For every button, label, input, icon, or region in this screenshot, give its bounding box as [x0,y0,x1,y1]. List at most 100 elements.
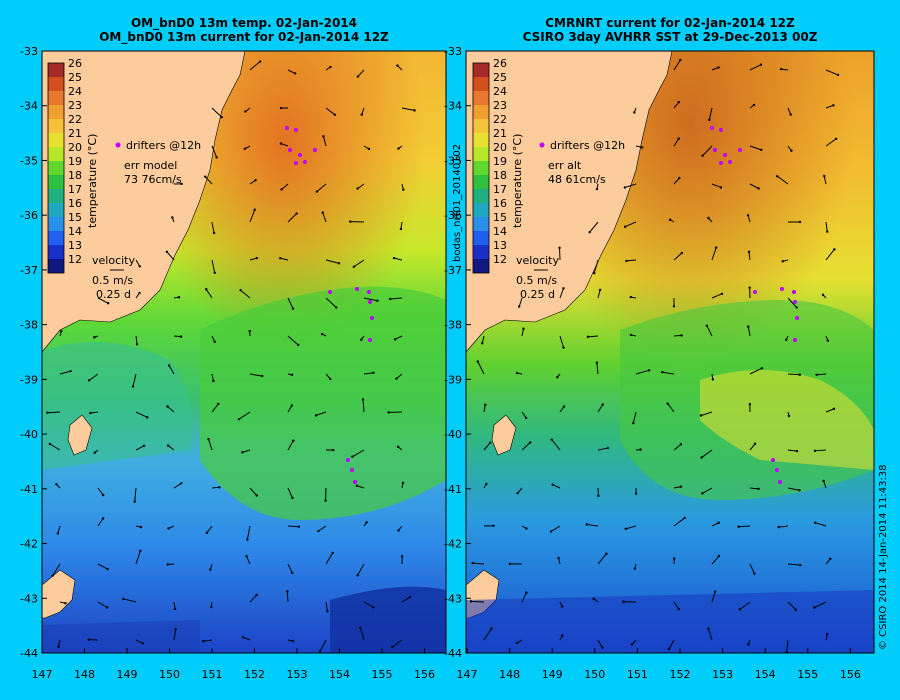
left-velocity-arrow [363,297,378,302]
right-drifter [728,160,732,164]
right-velocity-arrowhead [595,187,599,191]
right-colorbar-swatch [473,175,489,189]
right-velocity-arrowhead [517,305,521,308]
right-velocity-arrowhead [834,137,838,141]
left-velocity-arrowhead [217,402,220,406]
left-velocity-arrowhead [167,364,171,367]
left-velocity-arrowhead [212,379,215,383]
right-velocity-arrowhead [790,149,793,152]
right-velocity-arrowhead [679,58,682,62]
left-velocity-arrow [123,598,137,603]
right-velocity-arrowhead [738,608,742,611]
left-drifters [285,126,374,484]
left-velocity-arrowhead [290,404,294,407]
right-drifter [719,128,723,132]
left-velocity-arrow [167,406,175,413]
right-y-tick: -34 [444,100,462,113]
left-velocity-arrow [357,183,365,190]
left-velocity-arrow [249,209,256,223]
right-velocity-arrowhead [525,527,528,530]
left-velocity-arrowhead [372,371,375,374]
left-velocity-arrowhead [89,411,92,415]
right-colorbar-swatch [473,259,489,273]
left-velocity-arrowhead [248,329,251,333]
right-velocity-arrow [521,328,524,337]
left-velocity-arrowhead [207,438,210,441]
right-velocity-arrowhead [813,606,816,609]
left-velocity-arrowhead [290,571,294,575]
left-colorbar-swatch [48,203,64,217]
right-velocity-arrowhead [633,567,637,570]
left-velocity-arrowhead [291,496,294,500]
right-colorbar-swatch [473,105,489,119]
right-velocity-arrow [706,325,713,337]
right-velocity-arrow [589,221,599,233]
left-x-tick: 156 [414,668,435,681]
left-velocity-arrowhead [55,483,58,486]
right-velocity-arrow [707,628,713,641]
right-y-axis: -33 -34 -35 -36 -37 -38 -39 -40 -41 -42 -43 -44 [444,45,471,660]
left-velocity-arrow [135,259,141,267]
right-x-tick: 155 [797,668,818,681]
right-velocity-arrow [483,404,486,413]
right-velocity-arrow [787,601,797,611]
left-velocity-scale: 0.5 m/s [92,274,133,287]
left-velocity-arrowhead [133,500,136,503]
right-velocity-arrowhead [598,288,602,292]
right-colorbar-swatch [473,217,489,231]
left-velocity-arrow [203,639,213,642]
left-velocity-arrow [401,107,415,111]
right-velocity-arrow [477,361,485,375]
right-velocity-arrowhead [836,73,840,77]
right-velocity-arrowhead [717,521,720,524]
left-velocity-arrow [211,259,216,273]
left-x-tick: 147 [32,668,53,681]
right-velocity-arrowhead [632,421,635,425]
right-colorbar-swatch [473,133,489,147]
right-velocity-arrowhead [679,443,683,446]
left-y-tick: -34 [20,100,38,113]
left-velocity-arrow [280,143,289,147]
left-velocity-arrow [287,563,293,574]
right-velocity-arrow [635,369,650,375]
left-drifter [350,468,354,472]
left-velocity-arrowhead [279,106,283,110]
right-err-value: 48 61cm/s [548,173,606,186]
left-y-tick: -33 [20,45,38,58]
left-velocity-arrow [205,288,213,299]
left-drifter [353,480,357,484]
right-colorbar-tick: 25 [493,71,507,84]
right-velocity-arrowhead [633,111,636,114]
right-drifter [780,287,784,291]
left-y-axis: -33 -34 -35 -36 -37 -38 -39 -40 -41 -42 -43 -44 [20,45,47,660]
right-velocity-arrowhead [469,600,473,603]
left-velocity-arrowhead [317,529,320,533]
left-velocity-arrow [322,136,327,147]
left-colorbar-swatch [48,175,64,189]
right-y-tick: -38 [444,319,462,332]
right-velocity-arrow [738,525,751,528]
right-colorbar-tick: 24 [493,85,507,98]
right-velocity-arrow [815,522,827,527]
left-velocity-arrowhead [393,338,397,341]
left-velocity-arrowhead [171,216,174,219]
right-velocity-arrow [625,525,637,530]
left-velocity-arrowhead [291,639,294,643]
left-velocity-arrowhead [351,455,354,458]
right-velocity-arrowhead [522,327,525,330]
right-velocity-arrowhead [595,361,599,364]
left-velocity-arrow [135,335,138,345]
left-velocity-arrow [97,601,108,608]
left-velocity-arrowhead [408,595,412,599]
left-velocity-arrowhead [87,638,91,641]
left-velocity-arrowhead [254,179,257,182]
right-velocity-arrowhead [815,373,818,376]
right-velocity-arrowhead [606,446,610,450]
left-drifter [368,300,372,304]
right-velocity-arrowhead [720,292,724,296]
left-velocity-arrow [242,636,251,641]
right-velocity-arrowhead [551,483,554,486]
left-velocity-label: velocity [92,254,135,267]
right-velocity-arrow [814,449,827,452]
left-velocity-arrowhead [390,645,394,649]
